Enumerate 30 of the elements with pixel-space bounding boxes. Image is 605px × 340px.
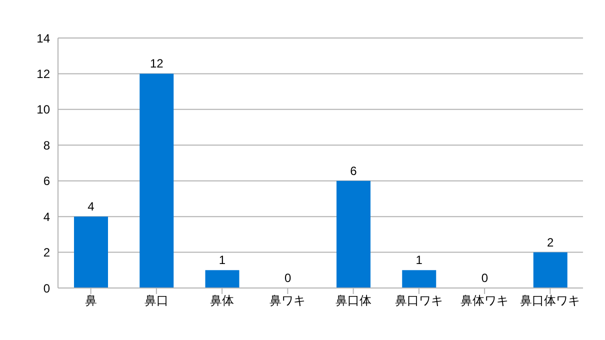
y-tick-label: 0 xyxy=(43,281,50,296)
data-label: 12 xyxy=(150,56,164,71)
x-tick-label: 鼻体ワキ xyxy=(460,294,509,308)
y-tick-label: 12 xyxy=(36,66,50,81)
x-tick-label: 鼻体 xyxy=(210,294,234,308)
data-label: 2 xyxy=(547,235,554,250)
y-tick-label: 10 xyxy=(36,102,50,117)
x-tick-label: 鼻口体ワキ xyxy=(520,294,580,308)
x-tick-label: 鼻口 xyxy=(144,294,168,308)
bar xyxy=(205,270,240,288)
x-tick-label: 鼻 xyxy=(84,294,97,308)
x-tick-label: 鼻口体 xyxy=(335,294,372,308)
y-tick-label: 4 xyxy=(43,210,50,224)
y-tick-label: 8 xyxy=(43,138,50,152)
bar xyxy=(336,180,370,288)
bar xyxy=(74,216,108,288)
data-label: 0 xyxy=(481,271,488,285)
data-label: 1 xyxy=(416,253,423,268)
y-tick-label: 6 xyxy=(43,174,50,188)
bar xyxy=(402,270,436,288)
bar xyxy=(533,252,568,288)
data-label: 6 xyxy=(350,164,358,178)
x-tick-label: 鼻ワキ xyxy=(270,294,306,308)
x-tick-label: 鼻口ワキ xyxy=(394,294,443,308)
bar xyxy=(140,74,174,288)
data-label: 4 xyxy=(88,200,95,214)
y-tick-label: 2 xyxy=(43,246,50,260)
data-label: 1 xyxy=(218,253,226,268)
y-tick-label: 14 xyxy=(36,31,50,46)
data-label: 0 xyxy=(284,271,292,285)
